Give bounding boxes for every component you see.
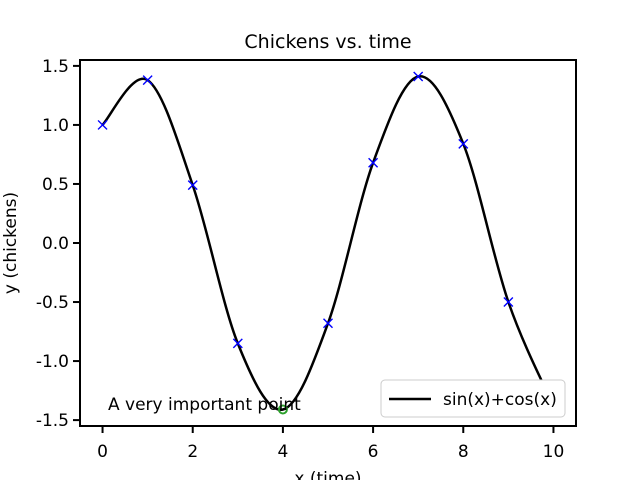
- data-point-marker: [503, 297, 514, 308]
- data-point-marker: [97, 119, 108, 130]
- legend-box: [380, 379, 566, 418]
- plot-area-border: [79, 59, 577, 427]
- data-point-marker: [323, 318, 333, 329]
- legend: sin(x)+cos(x): [380, 379, 566, 418]
- x-axis-label: x (time): [294, 469, 361, 480]
- annotation-text: A very important point: [108, 395, 301, 415]
- data-point-marker: [142, 75, 153, 86]
- legend-entry-label: sin(x)+cos(x): [443, 390, 557, 410]
- y-tick-label: 0.0: [42, 234, 69, 254]
- x-tick-label: 10: [543, 442, 565, 462]
- y-tick-label: -1.5: [36, 411, 69, 431]
- data-point-marker: [413, 71, 424, 82]
- y-tick-label: 0.5: [42, 175, 69, 195]
- y-axis: -1.5 -1.0 -0.5 0.0 0.5 1.0 1.5: [36, 57, 80, 431]
- x-tick-label: 4: [277, 442, 288, 462]
- series-line: [101, 75, 555, 411]
- y-tick-label: -1.0: [36, 352, 69, 372]
- data-point-marker: [187, 180, 198, 191]
- x-tick-label: 0: [97, 442, 108, 462]
- marker-layer: [97, 71, 514, 415]
- y-tick-label: 1.5: [42, 57, 69, 77]
- chart-title: Chickens vs. time: [244, 31, 411, 53]
- x-axis: 0 2 4 6 8 10: [97, 426, 564, 462]
- data-point-marker: [368, 157, 379, 168]
- x-tick-label: 2: [187, 442, 198, 462]
- x-tick-label: 6: [368, 442, 379, 462]
- y-axis-label: y (chickens): [1, 192, 21, 294]
- series-layer: [101, 75, 555, 411]
- highlight-point: [277, 404, 288, 415]
- axes-frame: [79, 59, 577, 427]
- data-point-marker: [458, 138, 469, 149]
- x-tick-label: 8: [458, 442, 469, 462]
- y-tick-label: -0.5: [36, 293, 69, 313]
- y-tick-label: 1.0: [42, 116, 69, 136]
- data-point-marker: [232, 338, 243, 349]
